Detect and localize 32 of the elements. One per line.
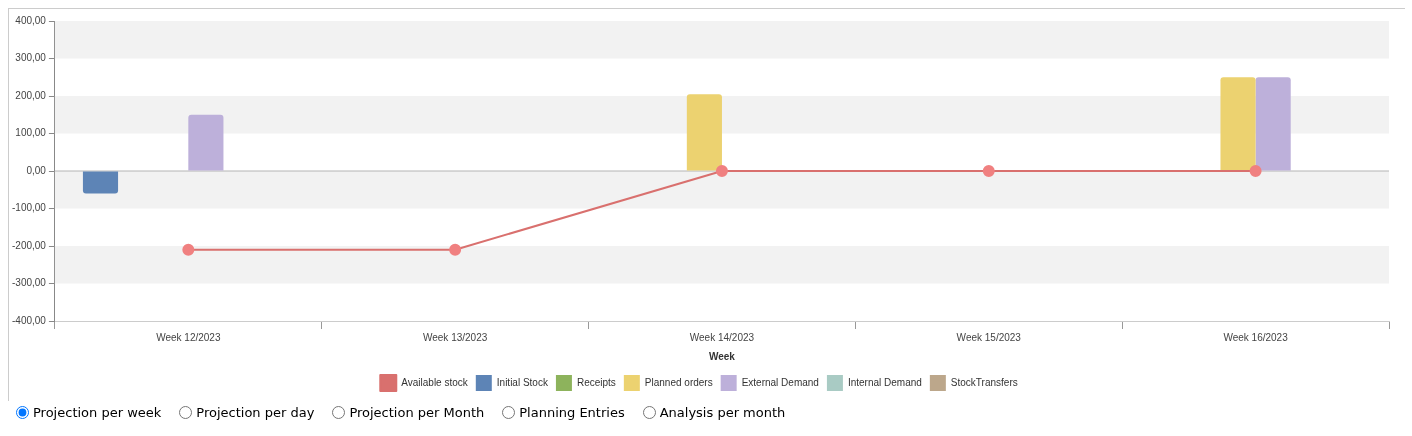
legend-label: Internal Demand [847,376,922,388]
y-tick-label: 400,00 [15,14,47,26]
y-tick-label: -400,00 [11,314,47,326]
y-tick-label: 300,00 [15,52,47,64]
legend-label: Initial Stock [496,376,549,388]
legend-label: Available stock [401,376,469,388]
text: Projection per Month [349,405,485,420]
legend-label: StockTransfers [950,376,1018,388]
text: Analysis per month [659,405,786,420]
x-tick-label: Week 12/2023 [156,331,221,343]
legend-label: External Demand [741,376,819,388]
legend-label: Receipts [576,376,616,388]
y-tick-label: -100,00 [11,202,47,214]
bar [82,171,119,194]
text: Projection per week [33,405,162,420]
y-tick-label: 100,00 [15,127,47,139]
x-axis-title: Week [708,350,736,362]
bar [686,94,722,171]
y-tick-label: -200,00 [11,239,47,251]
bar [1220,77,1256,171]
y-tick-label: 200,00 [15,89,47,101]
y-tick-label: -300,00 [11,277,47,289]
bar [1255,77,1291,171]
legend-label: Planned orders [644,376,713,388]
bar [188,114,224,171]
x-tick-label: Week 14/2023 [689,331,755,343]
x-tick-label: Week 16/2023 [1223,331,1289,343]
text: Planning Entries [519,405,625,420]
x-tick-label: Week 13/2023 [422,331,488,343]
x-tick-label: Week 15/2023 [956,331,1022,343]
y-tick-label: 0,00 [26,164,47,176]
text: Projection per day [196,405,315,420]
